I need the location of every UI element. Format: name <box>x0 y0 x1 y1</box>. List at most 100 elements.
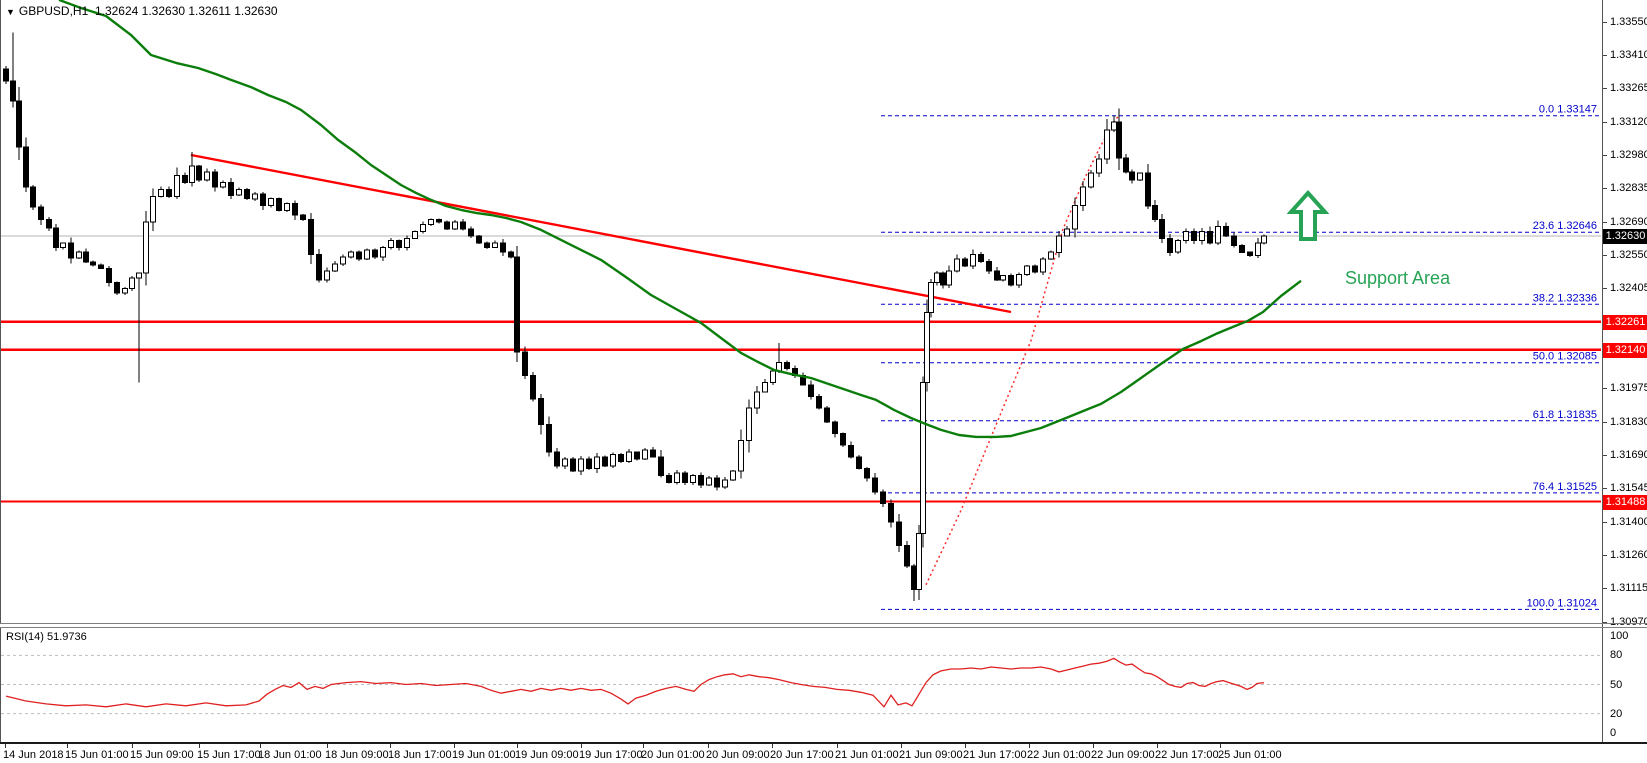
candle <box>928 282 934 314</box>
chart-title: ▼ GBPUSD,H1 1.32624 1.32630 1.32611 1.326… <box>6 4 278 18</box>
candle <box>746 407 752 442</box>
candle <box>666 475 672 483</box>
time-tick <box>643 744 644 748</box>
candle <box>570 458 576 472</box>
candle <box>911 565 917 591</box>
candle <box>1056 235 1062 253</box>
time-tick <box>260 744 261 748</box>
time-tick-label: 15 Jun 09:00 <box>130 749 194 761</box>
candle <box>468 228 474 237</box>
trendline[interactable] <box>190 153 1012 314</box>
candle <box>1096 158 1102 174</box>
candle <box>10 80 16 102</box>
candle <box>896 521 902 546</box>
candle <box>962 258 968 267</box>
candle <box>586 458 592 470</box>
price-tick <box>1603 488 1607 489</box>
time-tick-label: 20 Jun 01:00 <box>641 749 705 761</box>
candle <box>292 202 298 216</box>
candle <box>106 268 112 283</box>
time-tick <box>327 744 328 748</box>
rsi-tick-label: 0 <box>1610 727 1617 739</box>
candle <box>674 472 680 484</box>
candle <box>1159 219 1165 239</box>
price-tick <box>1603 455 1607 456</box>
candle <box>954 258 960 272</box>
candle <box>244 188 250 200</box>
candle <box>920 382 926 535</box>
candle <box>122 287 128 294</box>
moving-average-line[interactable] <box>58 0 1302 439</box>
main-chart-area[interactable]: 0.0 1.33147 23.6 1.32646 38.2 1.32336 50.0 … <box>0 0 1603 623</box>
candle <box>1183 230 1189 242</box>
candle <box>1152 205 1158 221</box>
candle <box>924 312 930 384</box>
dotted-rally-line[interactable] <box>925 115 1119 586</box>
support-area-label[interactable]: Support Area <box>1345 268 1451 288</box>
time-tick-label: 15 Jun 01:00 <box>65 749 129 761</box>
time-tick <box>1220 744 1221 748</box>
price-axis[interactable]: 1.33550 1.33410 1.33265 1.33120 1.32980 1.328… <box>1602 0 1647 742</box>
price-tick <box>1603 288 1607 289</box>
candle <box>1199 230 1205 242</box>
candle <box>98 264 104 269</box>
candle <box>682 472 688 484</box>
panel-divider <box>0 627 1647 628</box>
rsi-tick-label: 100 <box>1610 630 1629 642</box>
candle <box>90 261 96 266</box>
time-tick <box>132 744 133 748</box>
price-tick-label: 1.31260 <box>1610 549 1647 561</box>
candle <box>634 451 640 460</box>
candle <box>412 230 418 239</box>
time-tick-label: 19 Jun 09:00 <box>515 749 579 761</box>
chevron-down-icon[interactable]: ▼ <box>6 7 15 17</box>
ohlc-values: 1.32624 1.32630 1.32611 1.32630 <box>94 4 278 18</box>
candle <box>626 451 632 463</box>
time-tick-label: 25 Jun 01:00 <box>1218 749 1282 761</box>
candle <box>236 188 242 196</box>
price-tick-label: 1.32835 <box>1610 182 1647 194</box>
candle <box>864 468 870 479</box>
time-tick-label: 18 Jun 17:00 <box>388 749 452 761</box>
price-tick <box>1603 588 1607 589</box>
candle <box>324 270 330 281</box>
candles <box>3 32 1267 602</box>
up-arrow-icon[interactable] <box>1287 190 1329 242</box>
time-axis[interactable]: 14 Jun 2018 15 Jun 01:00 15 Jun 09:00 15 Ju… <box>0 742 1647 763</box>
candle <box>1255 242 1261 257</box>
candle <box>388 240 394 249</box>
candle <box>252 193 258 200</box>
rsi-chart-svg[interactable] <box>1 628 1603 742</box>
candle <box>500 242 506 253</box>
time-tick-label: 20 Jun 09:00 <box>706 749 770 761</box>
time-tick <box>772 744 773 748</box>
price-tick <box>1603 522 1607 523</box>
candle <box>46 219 52 229</box>
price-tick <box>1603 622 1607 623</box>
candle <box>1207 230 1213 244</box>
candle <box>978 254 984 263</box>
candle <box>308 219 314 256</box>
candle <box>1072 205 1078 230</box>
rsi-tick-label: 80 <box>1610 649 1623 661</box>
candle <box>143 221 149 274</box>
candle <box>562 458 568 467</box>
candle <box>1261 235 1267 244</box>
time-tick-label: 22 Jun 09:00 <box>1091 749 1155 761</box>
candle <box>738 440 744 472</box>
candle <box>770 370 776 383</box>
candle <box>3 68 9 82</box>
price-tick-label: 1.31115 <box>1610 582 1647 594</box>
price-tick-label: 1.31975 <box>1610 382 1647 394</box>
candle <box>1137 172 1143 181</box>
candle <box>372 249 378 258</box>
candle <box>1064 228 1070 237</box>
candle <box>940 272 946 286</box>
candle <box>602 456 608 467</box>
price-chart-svg[interactable]: 0.0 1.33147 23.6 1.32646 38.2 1.32336 50.0 … <box>1 0 1603 623</box>
time-tick <box>390 744 391 748</box>
time-tick-label: 18 Jun 01:00 <box>258 749 322 761</box>
rsi-panel[interactable] <box>0 628 1603 742</box>
price-tick <box>1603 122 1607 123</box>
price-tick-label: 1.31690 <box>1610 449 1647 461</box>
